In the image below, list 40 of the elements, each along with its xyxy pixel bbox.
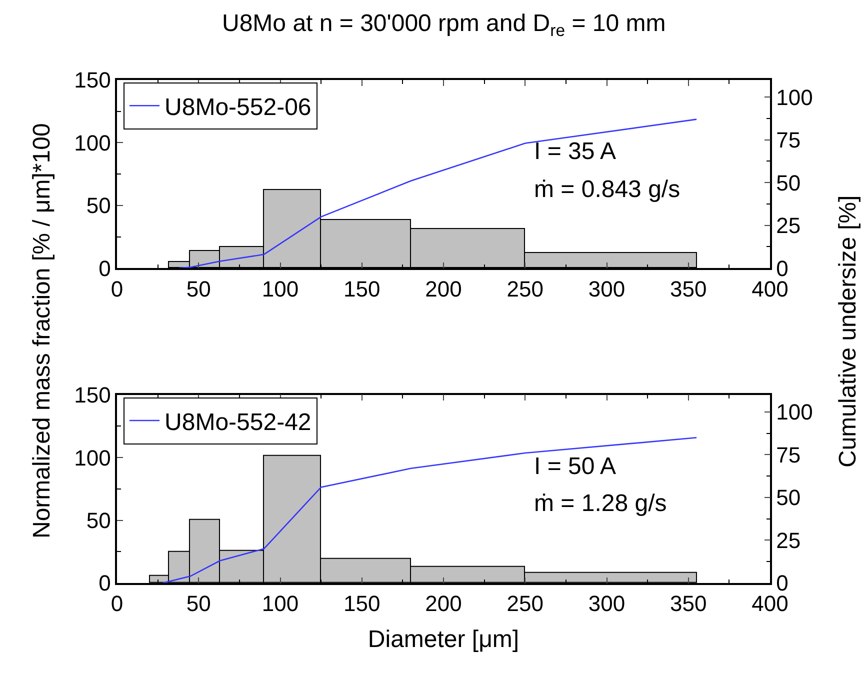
y-tick-label: 0 — [98, 570, 111, 596]
y-tick-label: 150 — [74, 68, 111, 93]
y-tick-label: 150 — [74, 382, 111, 408]
annotation: ṁ = 0.843 g/s — [534, 176, 680, 203]
x-tick-label: 150 — [344, 276, 380, 302]
y2-tick-label: 100 — [776, 400, 813, 425]
y-tick-label: 50 — [86, 193, 111, 218]
x-tick-label: 100 — [262, 276, 299, 302]
y2-tick-label: 25 — [776, 528, 801, 553]
y2-tick-label: 75 — [776, 442, 801, 468]
annotation: I = 50 A — [534, 453, 616, 480]
y2-tick-label: 75 — [776, 128, 801, 153]
y-tick-label: 100 — [74, 445, 111, 470]
x-tick-label: 200 — [425, 276, 462, 302]
x-tick-label: 300 — [588, 276, 626, 302]
y2-tick-label: 25 — [776, 213, 801, 238]
y2-tick-label: 50 — [776, 170, 801, 196]
y2-axis-title: Cumulative undersize [%] — [834, 195, 862, 468]
chart-title: U8Mo at n = 30'000 rpm and D$_{re}$ = 10 mm — [222, 10, 666, 40]
x-axis-title: Diameter [μm] — [368, 626, 520, 653]
y2-tick-label: 50 — [776, 485, 801, 510]
x-tick-label: 50 — [186, 591, 211, 616]
x-tick-label: 250 — [506, 276, 544, 302]
x-tick-label: 350 — [670, 591, 707, 616]
y-tick-label: 0 — [98, 256, 111, 281]
x-tick-label: 50 — [186, 276, 211, 302]
y-tick-label: 100 — [74, 130, 111, 156]
x-tick-label: 150 — [344, 591, 380, 616]
annotation: I = 35 A — [534, 138, 616, 165]
y2-tick-label: 100 — [776, 84, 813, 110]
x-tick-label: 300 — [588, 591, 626, 616]
legend-label: U8Mo-552-06 — [164, 94, 312, 121]
x-tick-label: 100 — [262, 591, 299, 616]
x-tick-label: 350 — [670, 276, 707, 302]
legend-label: U8Mo-552-42 — [164, 408, 312, 436]
x-tick-label: 250 — [506, 591, 544, 616]
y-tick-label: 50 — [86, 508, 111, 533]
annotation: ṁ = 1.28 g/s — [534, 490, 667, 517]
y-axis-title: Normalized mass fraction [% / μm]*100 — [28, 123, 56, 538]
x-tick-label: 200 — [425, 591, 462, 616]
